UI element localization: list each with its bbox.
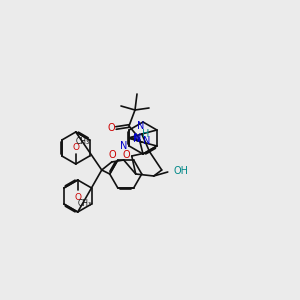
- Text: H: H: [142, 129, 150, 139]
- Text: N: N: [143, 136, 150, 146]
- Text: N: N: [133, 134, 141, 144]
- Text: O: O: [72, 142, 79, 152]
- Text: O: O: [109, 150, 116, 160]
- Text: O: O: [74, 193, 81, 202]
- Text: CH₃: CH₃: [78, 199, 92, 208]
- Text: O: O: [123, 150, 130, 160]
- Text: N: N: [134, 133, 141, 143]
- Text: N: N: [121, 141, 128, 151]
- Text: N: N: [137, 121, 145, 131]
- Text: CH₃: CH₃: [76, 136, 90, 146]
- Text: OH: OH: [174, 166, 189, 176]
- Text: O: O: [107, 123, 115, 133]
